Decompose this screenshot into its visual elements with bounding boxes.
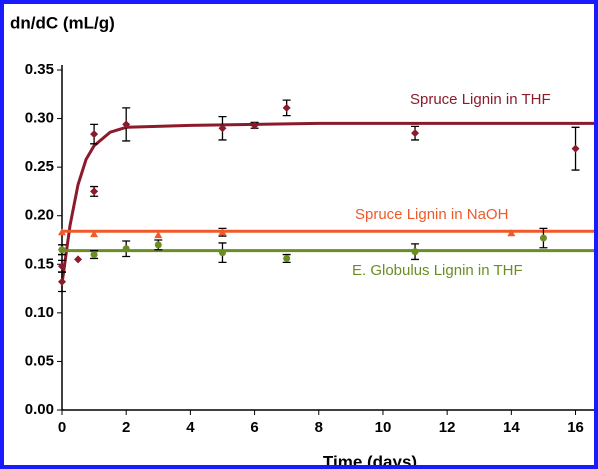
data-point — [507, 229, 516, 237]
data-point — [411, 129, 420, 138]
data-point — [90, 251, 98, 259]
y-tick-label: 0.05 — [25, 352, 54, 369]
data-point — [218, 124, 227, 133]
series-label: E. Globulus Lignin in THF — [352, 262, 523, 279]
series-label: Spruce Lignin in NaOH — [355, 206, 508, 223]
data-point — [122, 245, 130, 253]
y-tick-label: 0.10 — [25, 304, 54, 321]
y-tick-label: 0.30 — [25, 110, 54, 127]
data-point — [122, 120, 131, 129]
data-point — [58, 277, 66, 286]
x-tick-label: 8 — [315, 419, 323, 436]
data-point — [58, 262, 66, 271]
series-label: Spruce Lignin in THF — [410, 91, 551, 108]
data-point — [250, 121, 259, 130]
y-tick-label: 0.15 — [25, 255, 54, 272]
data-point — [90, 230, 99, 238]
data-point — [218, 249, 226, 257]
data-point — [539, 234, 547, 242]
y-tick-label: 0.00 — [25, 401, 54, 418]
data-point — [74, 255, 83, 264]
data-point — [571, 144, 580, 153]
x-tick-label: 0 — [58, 419, 66, 436]
x-tick-label: 6 — [250, 419, 258, 436]
x-tick-label: 16 — [567, 419, 584, 436]
data-point — [282, 103, 291, 112]
data-point — [154, 231, 163, 239]
x-tick-label: 2 — [122, 419, 130, 436]
data-point — [283, 254, 291, 262]
data-point — [58, 228, 66, 236]
y-axis-label: dn/dC (mL/g) — [10, 13, 115, 32]
data-point — [90, 187, 99, 196]
data-point — [90, 130, 99, 139]
x-tick-label: 4 — [186, 419, 195, 436]
y-tick-label: 0.25 — [25, 158, 54, 175]
y-tick-label: 0.35 — [25, 61, 54, 78]
x-tick-label: 14 — [503, 419, 520, 436]
data-point — [154, 241, 162, 249]
x-tick-label: 12 — [439, 419, 456, 436]
data-point — [58, 246, 66, 254]
x-axis-label: Time (days) — [323, 452, 417, 469]
y-tick-label: 0.20 — [25, 207, 54, 224]
data-point — [218, 228, 227, 236]
x-tick-label: 10 — [375, 419, 392, 436]
data-point — [411, 248, 419, 256]
